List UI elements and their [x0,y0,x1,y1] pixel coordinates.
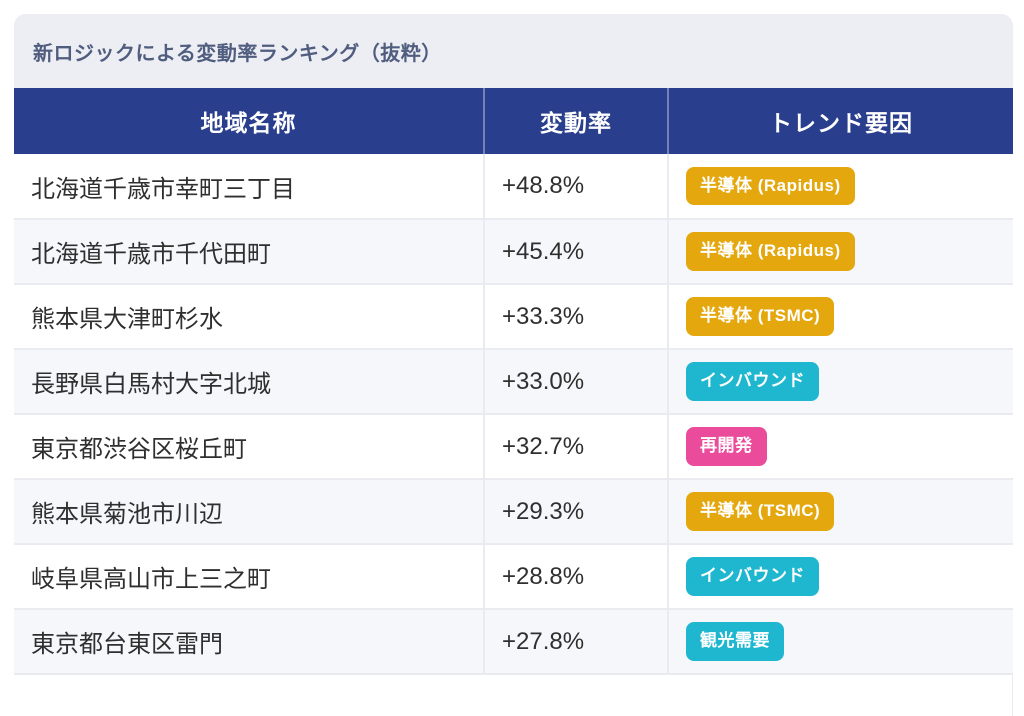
change-rate-cell: +33.3% [484,283,669,349]
column-header-region: 地域名称 [14,88,485,154]
region-name-cell: 岐阜県高山市上三之町 [14,543,485,609]
trend-factor-cell: 観光需要 [668,608,1013,674]
factor-badge: 再開発 [686,427,767,466]
trend-factor-cell: 半導体 (Rapidus) [668,154,1013,219]
card-title-bar: 新ロジックによる変動率ランキング（抜粋） [14,14,1013,88]
change-rate-cell: +29.3% [484,478,669,544]
card-title: 新ロジックによる変動率ランキング（抜粋） [33,42,442,65]
table-row: 熊本県大津町杉水 +33.3% 半導体 (TSMC) [14,283,1013,349]
table-row: 熊本県菊池市川辺 +29.3% 半導体 (TSMC) [14,478,1013,544]
table-body: 北海道千歳市幸町三丁目 +48.8% 半導体 (Rapidus) 北海道千歳市千… [14,154,1013,716]
factor-badge: インバウンド [686,362,819,401]
table-row: 岐阜県高山市上三之町 +28.8% インバウンド [14,543,1013,609]
change-rate-cell: +28.8% [484,543,669,609]
column-header-change-rate: 変動率 [484,88,669,154]
region-name-cell: 東京都台東区雷門 [14,608,485,674]
factor-badge: 半導体 (TSMC) [686,492,835,531]
trend-factor-cell: 半導体 (TSMC) [668,478,1013,544]
factor-badge: 半導体 (Rapidus) [686,166,855,206]
trend-factor-cell: インバウンド [668,543,1013,609]
table-row: 東京都渋谷区桜丘町 +32.7% 再開発 [14,413,1013,479]
trend-factor-cell: 半導体 (Rapidus) [668,218,1013,284]
region-name-cell: 北海道千歳市幸町三丁目 [14,154,485,219]
change-rate-cell: +27.8% [484,608,669,674]
change-rate-cell: +33.0% [484,348,669,414]
region-name-cell: 熊本県大津町杉水 [14,283,485,349]
trend-factor-cell: インバウンド [668,348,1013,414]
ranking-table: 地域名称 変動率 トレンド要因 北海道千歳市幸町三丁目 +48.8% 半導体 (… [14,88,1013,716]
factor-badge: インバウンド [686,557,819,596]
column-header-trend-factor: トレンド要因 [668,88,1013,154]
table-header-row: 地域名称 変動率 トレンド要因 [14,88,1013,154]
region-name-cell: 熊本県菊池市川辺 [14,478,485,544]
trend-factor-cell: 再開発 [668,413,1013,479]
table-row: 北海道千歳市千代田町 +45.4% 半導体 (Rapidus) [14,218,1013,284]
region-name-cell: 長野県白馬村大字北城 [14,348,485,414]
trend-factor-cell: 半導体 (TSMC) [668,283,1013,349]
change-rate-cell: +48.8% [484,154,669,219]
table-row-partial [14,673,1013,716]
factor-badge: 半導体 (Rapidus) [686,232,855,271]
region-name-cell: 東京都渋谷区桜丘町 [14,413,485,479]
table-row: 長野県白馬村大字北城 +33.0% インバウンド [14,348,1013,414]
table-row: 東京都台東区雷門 +27.8% 観光需要 [14,608,1013,674]
table-row: 北海道千歳市幸町三丁目 +48.8% 半導体 (Rapidus) [14,154,1013,219]
change-rate-cell: +32.7% [484,413,669,479]
factor-badge: 観光需要 [686,622,784,661]
factor-badge: 半導体 (TSMC) [686,297,835,336]
ranking-card: 新ロジックによる変動率ランキング（抜粋） 地域名称 変動率 トレンド要因 北海道… [14,14,1013,716]
region-name-cell: 北海道千歳市千代田町 [14,218,485,284]
change-rate-cell: +45.4% [484,218,669,284]
